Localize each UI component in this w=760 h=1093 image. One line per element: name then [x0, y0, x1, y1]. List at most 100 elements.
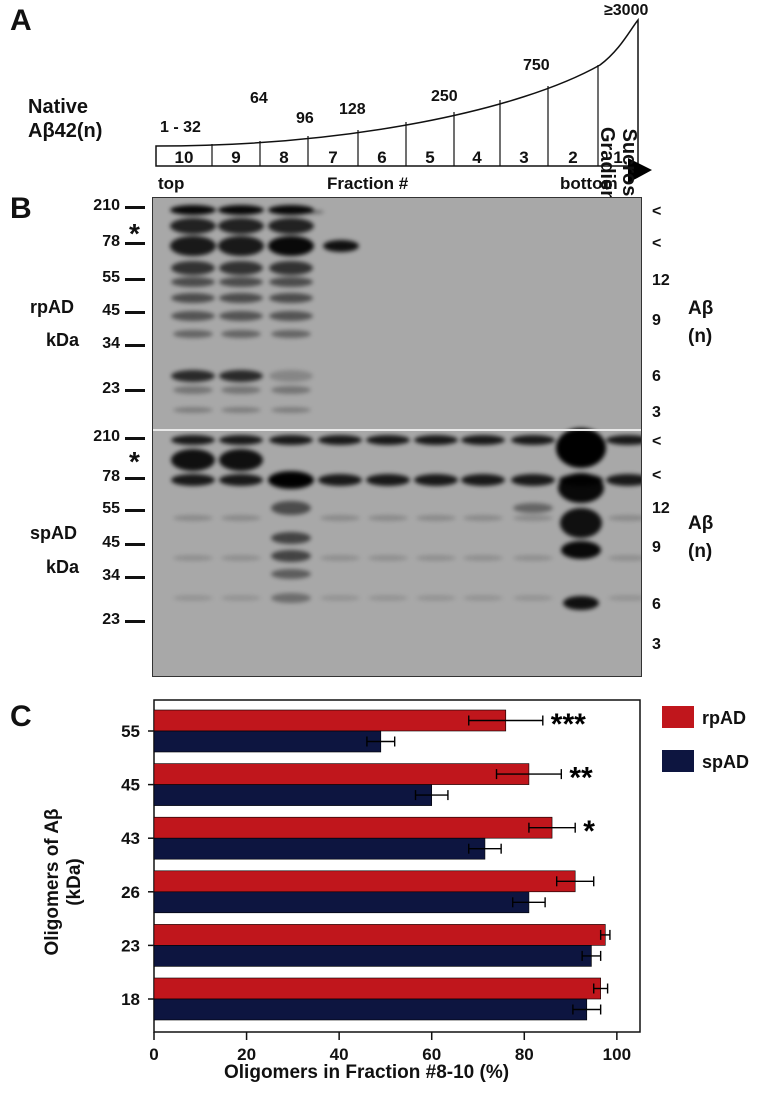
- bar-spAD-26: [153, 891, 530, 914]
- blot-band: [173, 386, 213, 394]
- blot-band: [368, 515, 408, 521]
- blot-band: [414, 435, 458, 445]
- blot-band: [271, 386, 311, 394]
- fraction-number-10: 10: [175, 148, 194, 167]
- blot-band: [171, 449, 215, 471]
- sucrose-gradient-diagram: 10 9 8 7 6 5 4 3 2 1: [155, 17, 652, 183]
- blot-band: [269, 370, 313, 382]
- rpad-abeta-label: Aβ: [688, 298, 714, 319]
- blot-band: [173, 515, 213, 521]
- top-label: top: [158, 174, 185, 193]
- y-tick-label-26: 26: [121, 883, 140, 902]
- blot-band: [218, 218, 264, 234]
- blot-band: [513, 595, 553, 601]
- blot-band: [414, 474, 458, 486]
- blot-band: [318, 474, 362, 486]
- blot-band: [271, 532, 311, 544]
- blot-band: [221, 595, 261, 601]
- gradient-wedge-outline: [155, 17, 639, 167]
- western-blot-image: [152, 197, 642, 677]
- size-label-1-32: 1 - 32: [160, 119, 201, 136]
- blot-band: [269, 435, 313, 445]
- blot-band: [463, 555, 503, 561]
- blot-band: [556, 428, 606, 468]
- blot-band: [219, 370, 263, 382]
- fraction-number-5: 5: [425, 148, 434, 167]
- rpad-marker-45: 45: [102, 302, 120, 319]
- blot-band: [416, 555, 456, 561]
- native-label-line2: Aβ42(n): [28, 120, 103, 142]
- size-label-3000: ≥3000: [604, 2, 649, 19]
- spad-marker-78: 78: [102, 468, 120, 485]
- blot-band: [268, 218, 314, 234]
- y-tick-label-45: 45: [121, 776, 140, 795]
- blot-band: [170, 205, 216, 215]
- blot-band: [271, 330, 311, 338]
- spad-oligomer-mark: <: [652, 433, 662, 450]
- rpad-oligomer-mark: 6: [652, 368, 661, 385]
- blot-band: [173, 555, 213, 561]
- rpad-marker-34: 34: [102, 335, 120, 352]
- rpad-oligomer-mark: 9: [652, 312, 661, 329]
- bar-spAD-45: [153, 784, 433, 806]
- blot-band: [269, 293, 313, 303]
- blot-band: [366, 435, 410, 445]
- spad-oligomer-mark: 3: [652, 636, 661, 653]
- rpad-label: rpAD: [30, 297, 74, 317]
- blot-band: [218, 236, 264, 256]
- blot-band: [173, 330, 213, 338]
- blot-band: [271, 550, 311, 562]
- y-axis-label: Oligomers of Aβ (kDa): [42, 762, 86, 1002]
- rpad-marker-tick: [125, 311, 145, 314]
- blot-band: [513, 503, 553, 513]
- legend-swatch-spAD: [662, 750, 694, 772]
- blot-band: [606, 474, 641, 486]
- size-label-96: 96: [296, 110, 314, 127]
- y-tick-label-55: 55: [121, 722, 140, 741]
- rpad-marker-tick: [125, 344, 145, 347]
- blot-band: [416, 515, 456, 521]
- spad-marker-tick: [125, 437, 145, 440]
- panel-c-label: C: [10, 700, 32, 733]
- x-tick-label-100: 100: [603, 1045, 631, 1064]
- size-label-250: 250: [431, 88, 458, 105]
- x-axis-label: Oligomers in Fraction #8-10 (%): [224, 1062, 510, 1083]
- fraction-number-9: 9: [231, 148, 240, 167]
- blot-band: [463, 595, 503, 601]
- blot-band: [218, 205, 264, 215]
- blot-band: [561, 541, 601, 559]
- x-tick-label-80: 80: [515, 1045, 534, 1064]
- blot-band: [171, 370, 215, 382]
- bar-spAD-23: [153, 945, 592, 967]
- blot-band: [366, 474, 410, 486]
- rpad-marker-tick: [125, 389, 145, 392]
- blot-band: [271, 569, 311, 579]
- blot-band: [221, 555, 261, 561]
- y-axis-label-line2: (kDa): [64, 858, 85, 906]
- blot-band: [171, 293, 215, 303]
- blot-band: [463, 515, 503, 521]
- blot-band: [221, 330, 261, 338]
- rpad-kda-label: kDa: [46, 330, 80, 350]
- blot-band: [171, 277, 215, 287]
- blot-band: [511, 474, 555, 486]
- bottom-label: bottom: [560, 174, 618, 193]
- blot-band: [608, 515, 641, 521]
- y-axis-label-line1: Oligomers of Aβ: [42, 808, 63, 956]
- legend-swatch-rpAD: [662, 706, 694, 728]
- rpad-marker-tick: [125, 242, 145, 245]
- spad-oligomer-mark: <: [652, 467, 662, 484]
- fraction-number-4: 4: [472, 148, 482, 167]
- rpad-asterisk: *: [129, 218, 140, 249]
- blot-band: [368, 555, 408, 561]
- blot-band: [320, 555, 360, 561]
- native-label-line1: Native: [28, 96, 89, 118]
- fraction-number-8: 8: [279, 148, 288, 167]
- blot-band: [268, 471, 314, 489]
- blot-band: [461, 474, 505, 486]
- blot-band: [563, 596, 599, 610]
- blot-band: [173, 595, 213, 601]
- blot-band: [221, 386, 261, 394]
- spad-abeta-label: Aβ: [688, 513, 714, 534]
- rpad-marker-tick: [125, 278, 145, 281]
